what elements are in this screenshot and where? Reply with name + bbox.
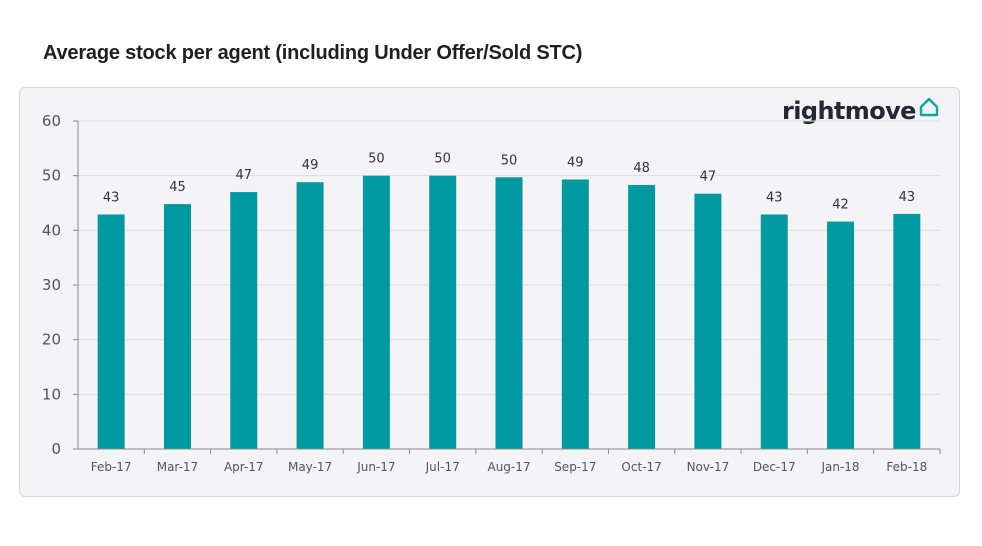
- data-label: 47: [700, 170, 717, 185]
- chart-title: Average stock per agent (including Under…: [43, 42, 583, 64]
- y-tick-label: 10: [42, 385, 61, 403]
- data-label: 45: [169, 180, 186, 195]
- x-tick-label: Mar-17: [157, 460, 198, 474]
- bar: [893, 213, 921, 449]
- data-label: 49: [302, 158, 319, 173]
- data-label: 48: [633, 161, 650, 176]
- x-tick-label: Jun-17: [356, 460, 395, 474]
- x-tick-label: Feb-18: [886, 460, 927, 474]
- data-label: 47: [235, 168, 252, 183]
- y-tick-label: 30: [42, 276, 61, 294]
- x-tick-label: Aug-17: [487, 460, 530, 474]
- x-tick-label: May-17: [288, 460, 332, 474]
- data-label: 42: [832, 198, 849, 213]
- data-label: 43: [899, 190, 916, 205]
- y-tick-label: 60: [42, 112, 61, 130]
- x-tick-label: Nov-17: [687, 460, 730, 474]
- data-label: 50: [501, 153, 518, 168]
- bar: [163, 204, 191, 449]
- data-label: 43: [766, 190, 783, 205]
- bar: [827, 221, 855, 449]
- x-tick-label: Oct-17: [621, 460, 661, 474]
- axes: 0 10 20 30 40 50 60 Feb-17 Mar-17 Apr-17 May-17 Jun…: [42, 112, 941, 474]
- y-tick-label: 40: [42, 221, 61, 239]
- data-label: 50: [368, 152, 385, 167]
- house-outline-icon: [919, 97, 939, 117]
- x-tick-label: Jul-17: [425, 460, 460, 474]
- bar: [230, 192, 258, 450]
- data-label: 49: [567, 155, 584, 170]
- y-tick-label: 20: [42, 331, 61, 349]
- data-label: 50: [434, 152, 451, 167]
- data-label: 43: [103, 190, 120, 205]
- y-tick-label: 0: [51, 440, 61, 458]
- bar: [97, 214, 125, 449]
- x-tick-label: Sep-17: [554, 460, 596, 474]
- data-labels: 43 45 47 49 50 50 50 49 48 47 43 42 43: [103, 152, 915, 213]
- x-tick-label: Dec-17: [753, 460, 796, 474]
- bar: [561, 179, 589, 449]
- y-tick-label: 50: [42, 167, 61, 185]
- bars: [97, 175, 921, 450]
- bar: [296, 182, 324, 449]
- rightmove-logo: rightmove: [782, 94, 940, 128]
- logo-text: rightmove: [782, 97, 916, 125]
- x-tick-label: Feb-17: [91, 460, 132, 474]
- bar: [495, 177, 523, 449]
- x-tick-label: Jan-18: [820, 460, 859, 474]
- bar: [628, 184, 656, 449]
- bar: [694, 193, 722, 449]
- x-tick-label: Apr-17: [224, 460, 264, 474]
- bar: [429, 175, 457, 449]
- bar: [760, 214, 788, 449]
- bar: [362, 175, 390, 449]
